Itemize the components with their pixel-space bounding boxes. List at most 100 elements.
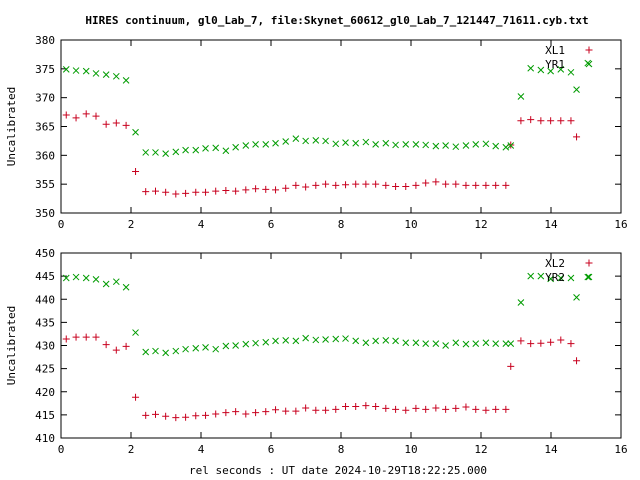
bottom-yr2-point (492, 340, 500, 348)
top-yr1-point (502, 143, 510, 151)
bottom-yr2-point (332, 335, 340, 343)
top-xl1-point (142, 188, 150, 196)
bottom-xl2-point (262, 408, 270, 416)
top-xl1-point (517, 117, 525, 125)
bottom-yr2-point (362, 339, 370, 347)
top-yr1-point (82, 67, 90, 75)
bottom-yr2-point (372, 337, 380, 345)
bottom-yr2-point (142, 348, 150, 356)
top-plot-frame (60, 39, 622, 214)
top-yr1-point (252, 141, 259, 148)
bottom-y-axis-label: Uncalibrated (5, 306, 18, 385)
bottom-y-tick-label: 420 (35, 386, 55, 399)
top-xl1-point (222, 187, 230, 195)
bottom-xl2-point (537, 339, 545, 347)
bottom-yr2-point (422, 340, 430, 348)
bottom-yr2-point (122, 283, 130, 291)
bottom-xl2-point (282, 407, 290, 415)
top-yr1-point (162, 150, 170, 157)
top-legend-marker-xl1 (585, 46, 593, 54)
top-yr1-point (332, 140, 340, 148)
top-yr1-point (222, 147, 230, 155)
bottom-x-tick-label: 10 (404, 443, 417, 456)
bottom-yr2-point (342, 335, 349, 342)
top-y-axis-label: Uncalibrated (5, 87, 18, 166)
bottom-xl2-point (92, 333, 100, 341)
bottom-xl2-point (172, 414, 180, 422)
bottom-xl2-point (442, 405, 450, 413)
chart-title: HIRES continuum, gl0_Lab_7, file:Skynet_… (85, 14, 588, 27)
top-xl1-point (527, 116, 535, 124)
top-xl1-point (322, 180, 330, 188)
top-yr1-point (372, 141, 380, 148)
bottom-yr2-point (472, 340, 480, 348)
top-x-tick-label: 6 (268, 218, 275, 231)
top-plot-panel: 0 2 4 6 8 10 12 14 16 350 355 360 365 370 375 380 Uncali… (5, 34, 628, 231)
top-xl1-point (152, 187, 159, 195)
bottom-x-tick-label: 12 (474, 443, 487, 456)
bottom-xl2-point (557, 336, 565, 344)
top-legend-label-xl1: XL1 (545, 44, 565, 57)
bottom-yr2-point (392, 337, 399, 345)
top-x-tick-label: 16 (614, 218, 627, 231)
bottom-yr2-point (232, 342, 240, 349)
top-yr1-point (362, 138, 370, 146)
top-xl1-point (332, 181, 340, 189)
top-yr1-point (392, 141, 399, 149)
bottom-xl2-point (573, 357, 581, 365)
bottom-yr2-point (252, 339, 259, 347)
bottom-y-tick-label: 425 (35, 363, 55, 376)
top-yr1-point (132, 128, 139, 136)
top-yr1-point (482, 140, 490, 148)
top-yr1-point (422, 141, 430, 149)
bottom-xl2-point (192, 412, 200, 420)
bottom-xl2-point (517, 337, 525, 345)
bottom-yr2-point (82, 274, 90, 282)
bottom-yr2-point (162, 349, 170, 357)
bottom-xl2-point (222, 409, 230, 417)
bottom-yr2-point (547, 275, 555, 283)
bottom-yr2-point (172, 347, 180, 355)
bottom-yr2-point (573, 294, 580, 301)
bottom-legend-marker-yr2 (585, 273, 593, 281)
top-xl1-point (162, 188, 170, 196)
top-yr1-point (182, 146, 189, 154)
top-yr1-point (402, 141, 410, 148)
bottom-yr2-point (152, 347, 159, 355)
bottom-xl2-point (452, 404, 460, 412)
bottom-xl2-point (132, 393, 140, 401)
top-xl1-point (412, 181, 420, 189)
top-yr1-point (517, 93, 525, 100)
top-legend-label-yr1: YR1 (545, 58, 565, 71)
top-xl1-point (392, 182, 400, 190)
bottom-yr2-point (462, 340, 470, 348)
bottom-yr2-point (242, 340, 250, 348)
top-x-tick-label: 8 (338, 218, 345, 231)
bottom-y-tick-label: 415 (35, 409, 55, 422)
top-xl1-point (282, 184, 290, 192)
top-y-tick-label: 360 (35, 149, 55, 162)
top-y-tick-label: 370 (35, 92, 55, 105)
top-xl1-point (92, 112, 100, 120)
bottom-yr2-point (432, 340, 440, 348)
top-xl1-point (342, 181, 350, 189)
top-yr1-point (507, 142, 515, 149)
bottom-yr2-point (567, 274, 575, 282)
top-xl1-point (232, 187, 240, 195)
bottom-y-tick-label: 445 (35, 270, 55, 283)
top-yr1-point (292, 135, 300, 142)
bottom-x-tick-label: 16 (614, 443, 627, 456)
bottom-xl2-point (202, 411, 210, 419)
top-yr1-point (102, 71, 110, 78)
top-xl1-point (442, 180, 450, 188)
bottom-xl2-point (242, 410, 250, 418)
bottom-yr2-point (412, 339, 420, 347)
bottom-yr2-point (192, 344, 200, 352)
bottom-yr2-point (442, 342, 450, 349)
bottom-yr2-point (507, 340, 515, 348)
bottom-yr2-point (537, 272, 545, 280)
top-xl1-point (132, 167, 140, 175)
bottom-y-tick-label: 430 (35, 340, 55, 353)
top-xl1-point (567, 117, 575, 125)
bottom-legend-marker-xl2 (585, 259, 593, 267)
